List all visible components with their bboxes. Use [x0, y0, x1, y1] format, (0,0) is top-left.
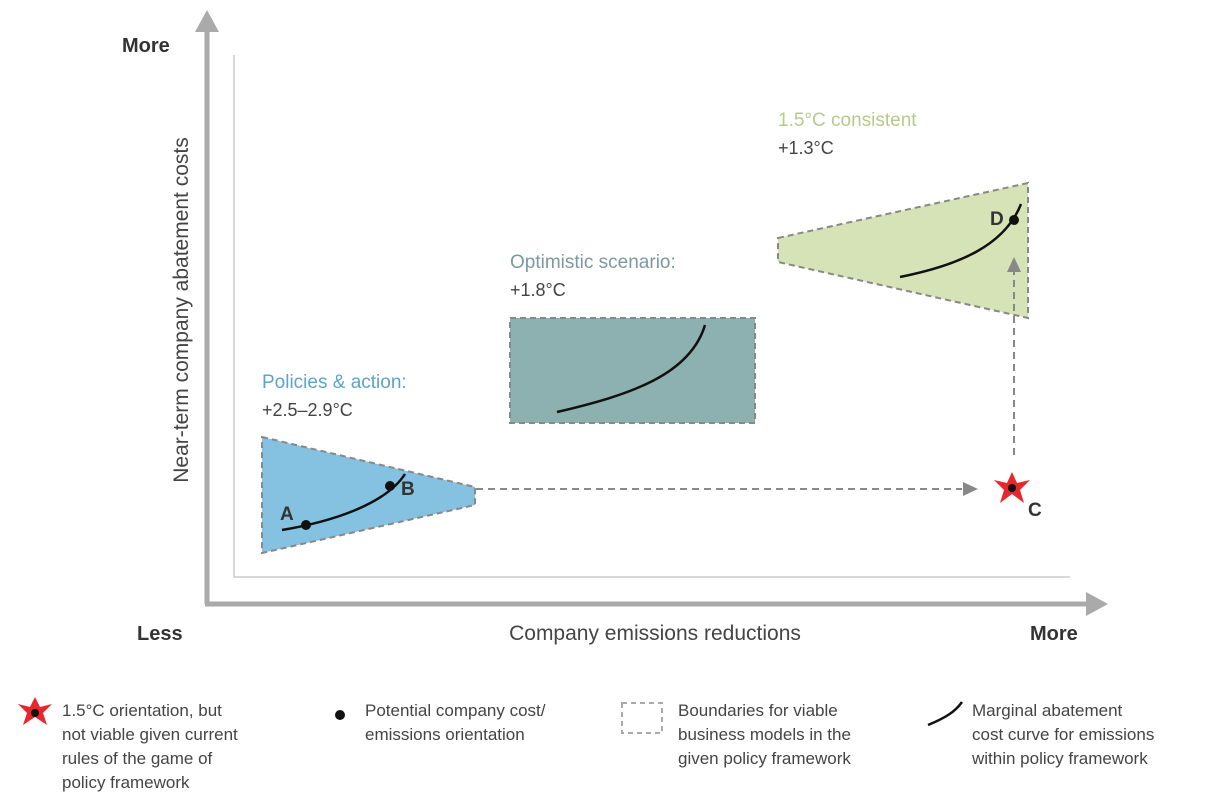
cost-curve	[556, 324, 707, 414]
point	[1009, 215, 1019, 225]
x-axis-label: Company emissions reductions	[509, 622, 801, 645]
legend-text: policy framework	[62, 773, 190, 792]
optimistic-region	[509, 317, 756, 424]
x-arrow	[1086, 592, 1108, 616]
point-label: A	[280, 504, 294, 525]
legend: 1.5°C orientation, but not viable given c…	[62, 701, 1154, 792]
point-label: C	[1028, 500, 1042, 521]
legend-text: business models in the	[678, 725, 851, 744]
point	[1008, 484, 1016, 492]
region-subtitle: +1.8°C	[510, 280, 566, 300]
x-right-label: More	[1030, 623, 1078, 645]
legend-text: 1.5°C orientation, but	[62, 701, 222, 720]
point-label: D	[990, 209, 1004, 230]
point	[301, 520, 311, 530]
legend-text: Marginal abatement	[972, 701, 1123, 720]
y-arrow	[195, 10, 219, 32]
point-label: B	[401, 479, 415, 500]
legend-text: rules of the game of	[62, 749, 213, 768]
y-top-label: More	[122, 35, 170, 57]
legend-text: within policy framework	[971, 749, 1148, 768]
legend-dot	[335, 710, 345, 720]
legend-text: Boundaries for viable	[678, 701, 838, 720]
x-left-label: Less	[137, 623, 183, 645]
region-title: 1.5°C consistent	[778, 110, 917, 131]
legend-text: not viable given current	[62, 725, 238, 744]
legend-text: given policy framework	[678, 749, 851, 768]
inner-frame	[233, 55, 1070, 578]
region-title: Policies & action:	[262, 372, 407, 393]
region-subtitle: +1.3°C	[778, 138, 834, 158]
legend-text: Potential company cost/	[365, 701, 546, 720]
legend-box	[621, 702, 663, 734]
consistent-region	[777, 181, 1029, 320]
cost-curve	[281, 473, 407, 532]
legend-curve	[927, 701, 964, 727]
legend-text: cost curve for emissions	[972, 725, 1154, 744]
point	[385, 481, 395, 491]
legend-text: emissions orientation	[365, 725, 525, 744]
region-subtitle: +2.5–2.9°C	[262, 400, 353, 420]
arrow-head	[1007, 257, 1021, 272]
y-axis-label: Near-term company abatement costs	[170, 137, 193, 482]
legend-dot-in-star	[31, 709, 39, 717]
policies-region	[261, 435, 476, 555]
arrow-head	[963, 482, 978, 496]
region-title: Optimistic scenario:	[510, 252, 676, 273]
